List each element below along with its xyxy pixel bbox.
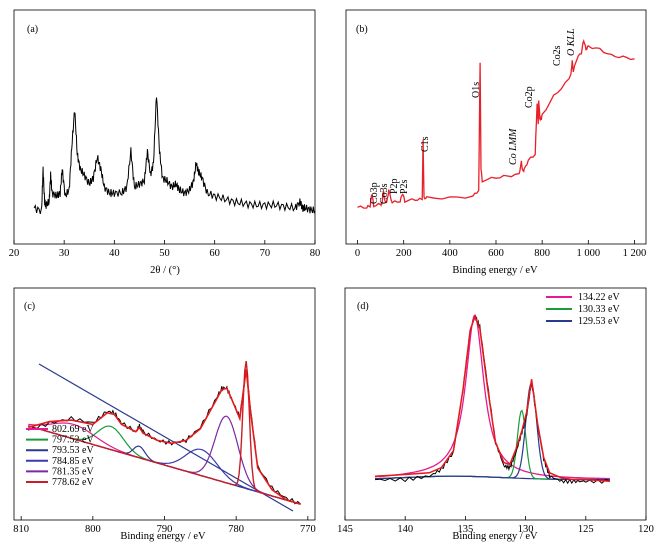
x-tick-label: 770 xyxy=(300,524,316,535)
x-tick-label: 40 xyxy=(109,248,120,259)
panel-b-label: (b) xyxy=(356,24,368,35)
legend-entry: 797.52 eV xyxy=(52,435,94,446)
peak-annotation: C1s xyxy=(420,136,431,152)
x-tick-label: 70 xyxy=(260,248,271,259)
x-tick-label: 140 xyxy=(397,524,413,535)
panel-a-x-ticks: 20 30 40 50 60 70 80 xyxy=(9,240,321,259)
panel-c-fit-envelope xyxy=(28,369,301,505)
panel-b-survey-series xyxy=(357,39,635,209)
x-tick-label: 200 xyxy=(396,248,412,259)
x-tick-label: 0 xyxy=(355,248,360,259)
peak-annotation: Co2s xyxy=(552,45,563,66)
panel-a-x-axis-label: 2θ / (°) xyxy=(150,265,180,276)
peak-annotation: Co3p xyxy=(369,182,380,204)
legend-entry: 781.35 eV xyxy=(52,466,94,477)
panel-a-frame xyxy=(13,9,316,245)
panel-c-background xyxy=(38,363,294,512)
peak-annotation: Co3s xyxy=(379,183,390,204)
panel-d-label: (d) xyxy=(357,301,369,312)
peak-annotation: P2p xyxy=(389,178,400,194)
x-tick-label: 60 xyxy=(209,248,220,259)
panel-b-peak-annotations: Co3p Co3s P2p P2s C1s O1s Co LMM Co2p Co2s O KLL xyxy=(369,28,577,204)
x-tick-label: 400 xyxy=(442,248,458,259)
peak-annotation: O KLL xyxy=(566,28,577,56)
peak-annotation: Co LMM xyxy=(508,128,519,165)
legend-entry: 793.53 eV xyxy=(52,445,94,456)
panel-c-component-778 xyxy=(28,360,300,505)
x-tick-label: 810 xyxy=(13,524,29,535)
x-tick-label: 600 xyxy=(488,248,504,259)
x-tick-label: 145 xyxy=(337,524,353,535)
legend-entry: 784.85 eV xyxy=(52,456,94,467)
panel-d-x-ticks: 145 140 135 130 125 120 xyxy=(337,516,654,535)
legend-entry: 130.33 eV xyxy=(578,304,620,315)
panel-c-plot-area xyxy=(28,360,302,512)
x-tick-label: 20 xyxy=(9,248,20,259)
peak-annotation: O1s xyxy=(471,82,482,98)
peak-annotation: Co2p xyxy=(524,86,535,108)
x-tick-label: 130 xyxy=(518,524,534,535)
legend-entry: 129.53 eV xyxy=(578,316,620,327)
panel-b-x-axis-label: Binding energy / eV xyxy=(452,265,538,276)
x-tick-label: 125 xyxy=(578,524,594,535)
panel-c-x-ticks: 810 800 790 780 770 xyxy=(13,516,316,535)
peak-annotation: P2s xyxy=(399,179,410,194)
x-tick-label: 120 xyxy=(638,524,654,535)
panel-d-fit-envelope xyxy=(375,314,610,483)
panel-a-xrd-series xyxy=(33,97,316,215)
panel-d-x-axis-label: Binding energy / eV xyxy=(452,531,538,542)
panel-b-frame xyxy=(345,9,647,245)
panel-c-x-axis-label: Binding energy / eV xyxy=(120,531,206,542)
x-tick-label: 50 xyxy=(159,248,170,259)
legend-entry: 778.62 eV xyxy=(52,477,94,488)
x-tick-label: 800 xyxy=(534,248,550,259)
panel-d-frame xyxy=(344,287,647,521)
panel-a: (a) 20 30 40 50 60 70 80 2θ / (°) xyxy=(9,9,321,276)
x-tick-label: 80 xyxy=(310,248,321,259)
x-tick-label: 780 xyxy=(228,524,244,535)
x-tick-label: 135 xyxy=(458,524,474,535)
panel-c-label: (c) xyxy=(24,301,35,312)
panel-d-component-134 xyxy=(375,313,610,480)
legend-entry: 134.22 eV xyxy=(578,292,620,303)
x-tick-label: 790 xyxy=(157,524,173,535)
x-tick-label: 30 xyxy=(59,248,70,259)
legend-entry: 802.69 eV xyxy=(52,424,94,435)
panel-b: (b) 0 200 400 600 800 1 000 1 200 Co3p Co3s P2p P… xyxy=(345,9,647,276)
x-tick-label: 1 200 xyxy=(623,248,647,259)
x-tick-label: 800 xyxy=(85,524,101,535)
panel-d-plot-area xyxy=(375,313,611,485)
x-tick-label: 1 000 xyxy=(576,248,600,259)
panel-b-x-ticks: 0 200 400 600 800 1 000 1 200 xyxy=(355,240,646,259)
panel-a-label: (a) xyxy=(27,24,38,35)
panel-d-raw-series xyxy=(375,315,611,485)
